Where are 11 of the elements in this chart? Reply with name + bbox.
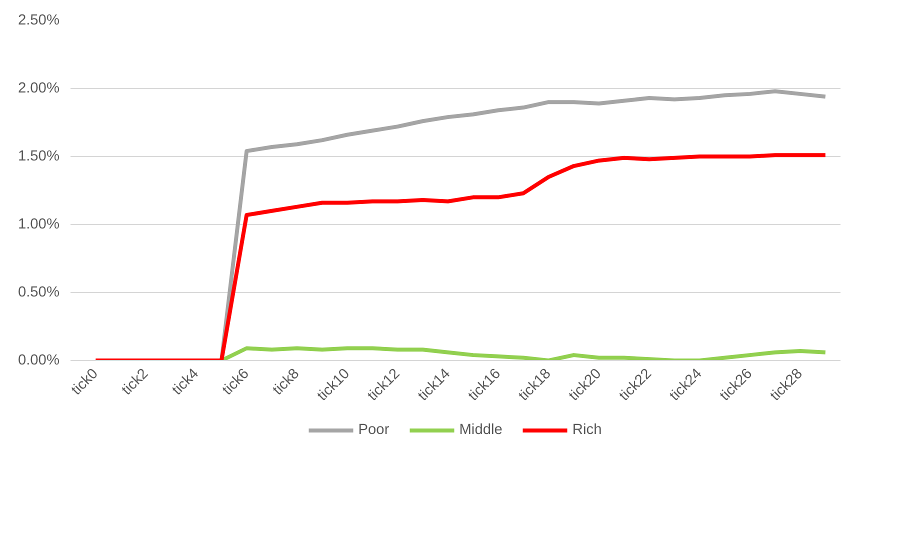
y-tick-label: 0.00% — [18, 352, 60, 368]
y-tick-label: 1.50% — [18, 148, 60, 164]
y-tick-label: 1.00% — [18, 216, 60, 232]
legend-label: Poor — [358, 422, 390, 438]
y-tick-label: 2.00% — [18, 80, 60, 96]
legend-label: Middle — [459, 422, 502, 438]
line-series — [94, 153, 828, 360]
line-series — [219, 89, 828, 360]
y-tick-label: 0.50% — [18, 284, 60, 300]
legend-label: Rich — [572, 422, 602, 438]
y-tick-label: 2.50% — [18, 12, 60, 28]
